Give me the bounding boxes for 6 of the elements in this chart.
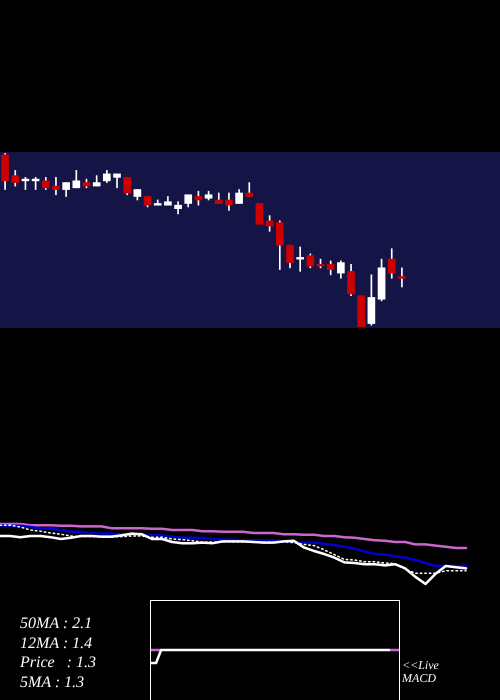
- text: 50MA : 2.1: [20, 615, 92, 632]
- candlestick: [52, 177, 60, 196]
- text: Price : 1.3: [20, 654, 96, 671]
- text: 5MA : 1.3: [20, 674, 84, 690]
- text: <<Live MACD: [402, 658, 440, 685]
- text: 12MA : 1.4: [20, 634, 92, 652]
